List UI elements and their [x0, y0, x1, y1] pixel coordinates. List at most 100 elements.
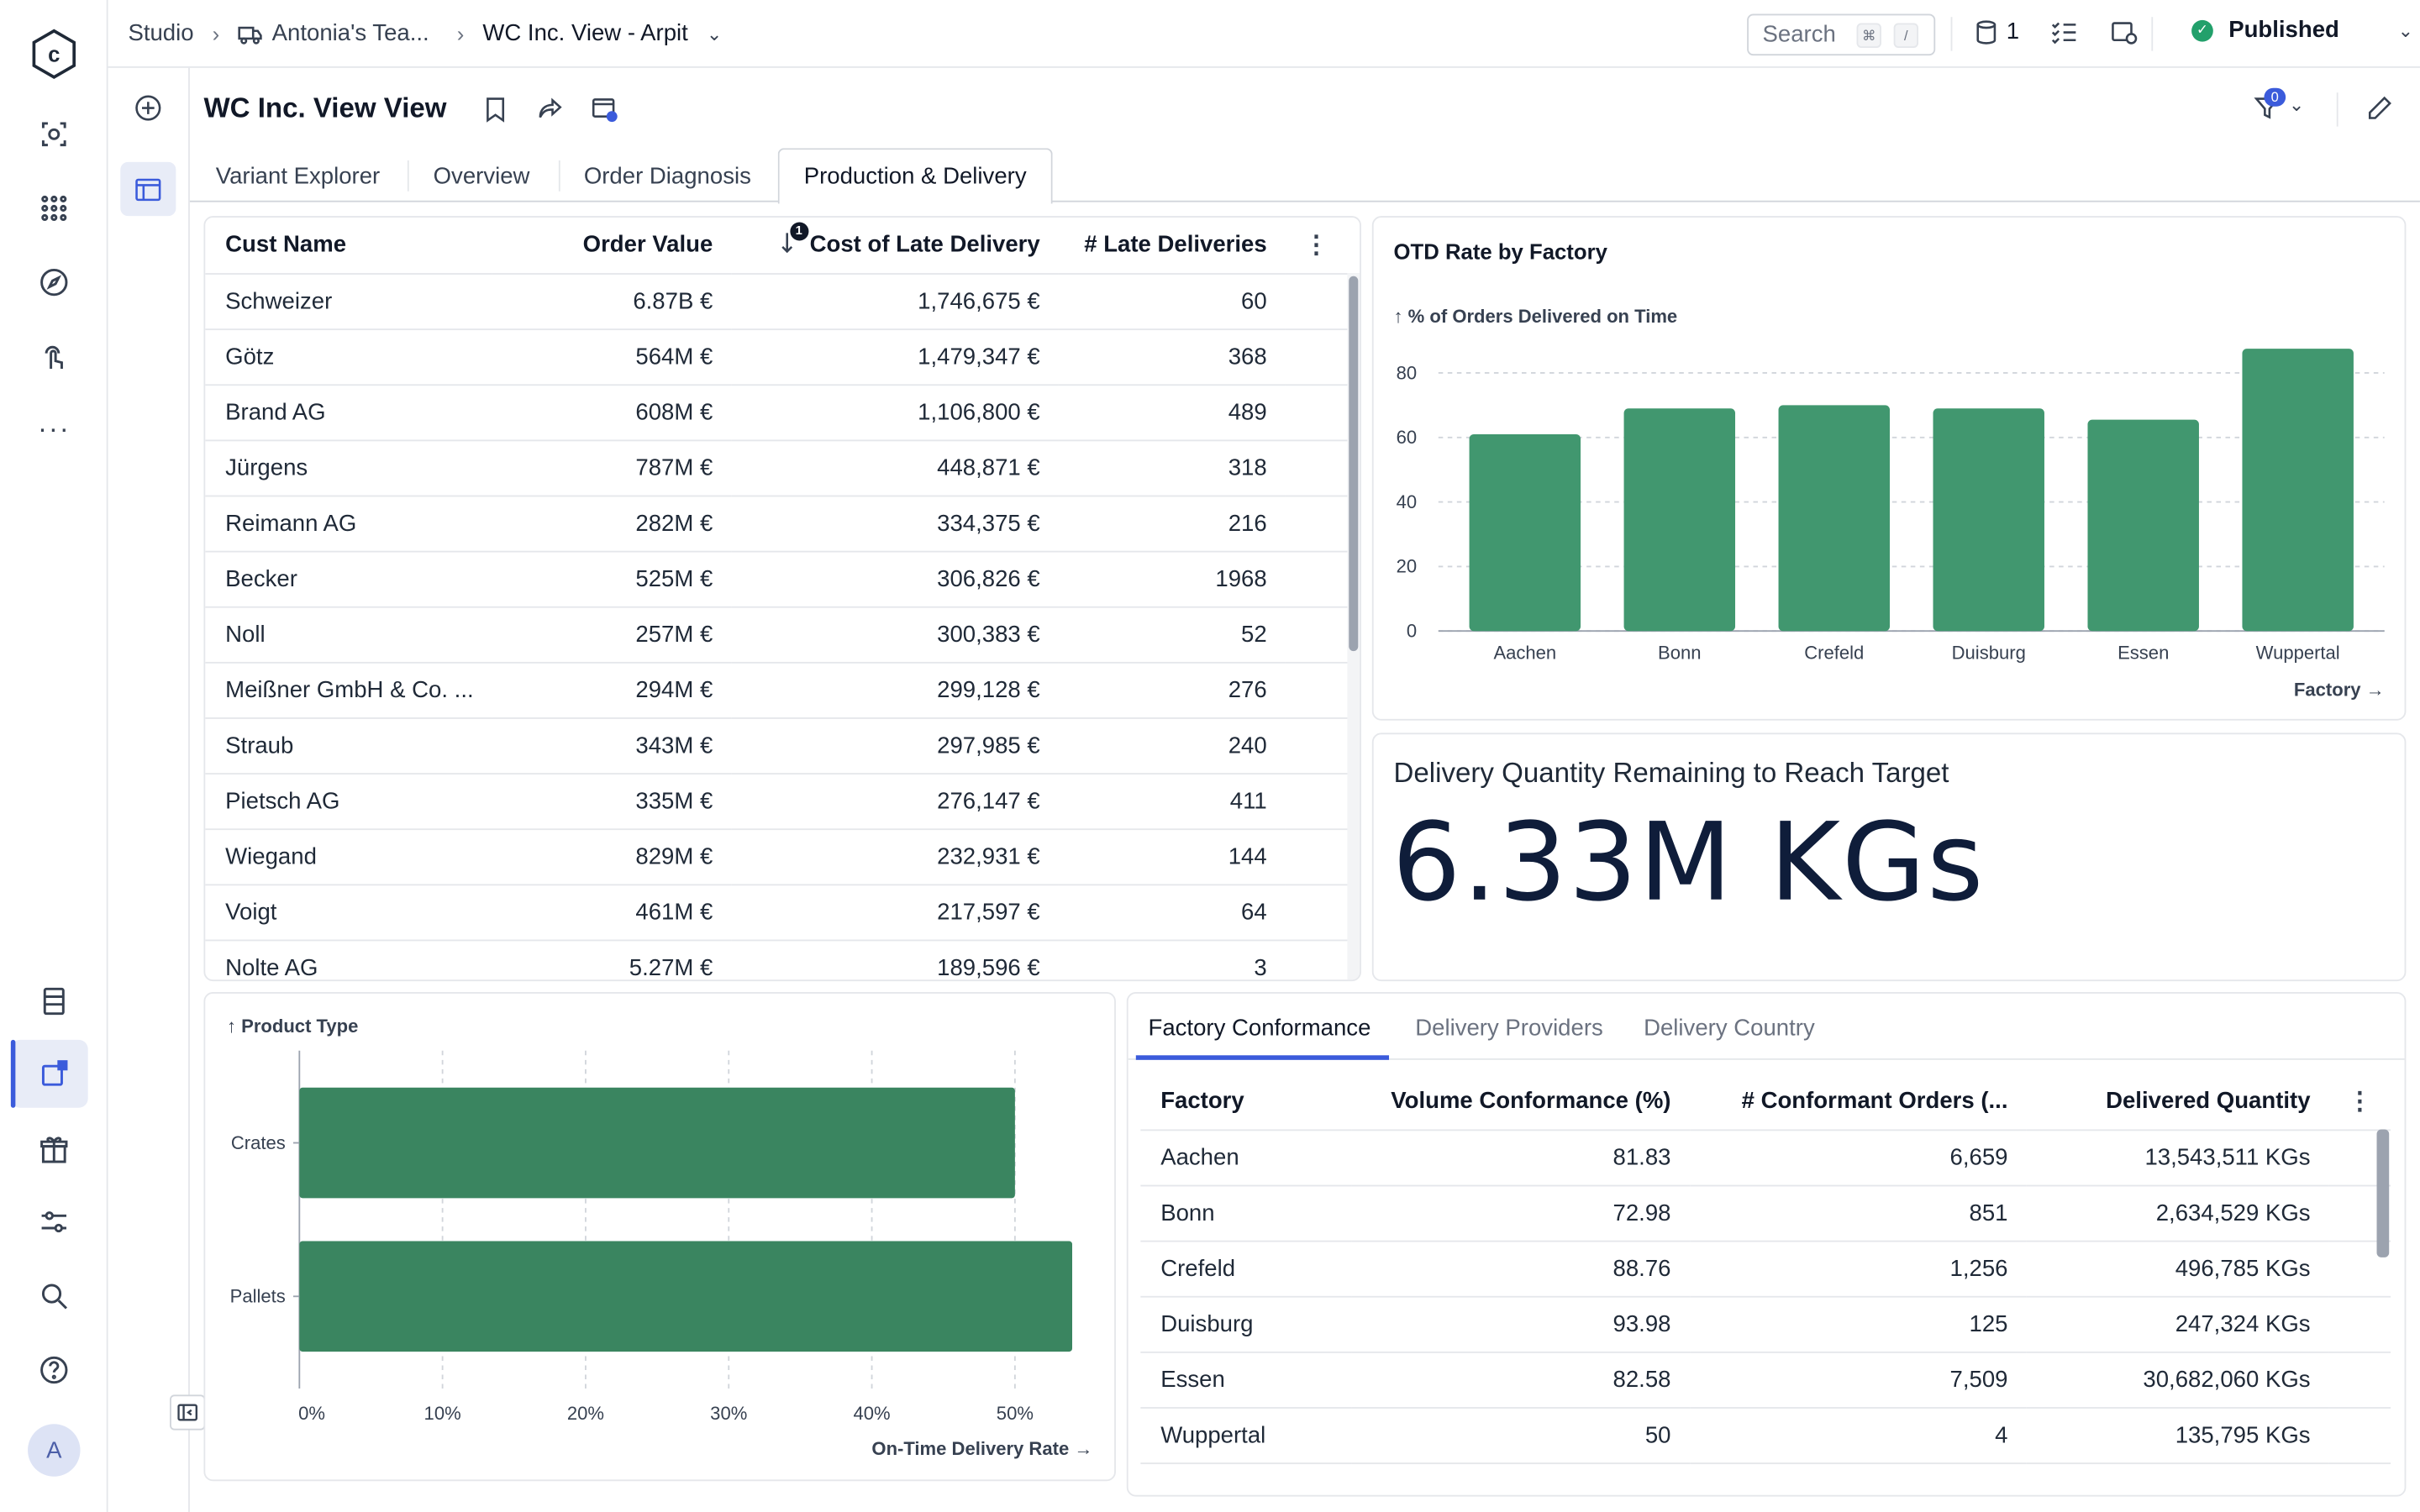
- kebab-menu-icon[interactable]: ⋮: [2347, 1089, 2373, 1116]
- col-volume-conformance[interactable]: Volume Conformance (%): [1391, 1088, 1671, 1115]
- table-cell: 82.58: [1612, 1366, 1671, 1393]
- table-row[interactable]: Jürgens 787M € 448,871 € 318: [205, 439, 1360, 496]
- status-label: Published: [2228, 17, 2339, 44]
- table-row[interactable]: Wuppertal 50 4 135,795 KGs: [1140, 1407, 2391, 1463]
- table-row[interactable]: Duisburg 93.98 125 247,324 KGs: [1140, 1296, 2391, 1352]
- table-row[interactable]: Noll 257M € 300,383 € 52: [205, 606, 1360, 662]
- table-scrollbar-thumb[interactable]: [1349, 276, 1359, 652]
- table-cell: 276,147 €: [937, 787, 1040, 814]
- col-factory[interactable]: Factory: [1160, 1088, 1244, 1115]
- breadcrumb-team[interactable]: Antonia's Tea...: [271, 19, 429, 47]
- subtab-delivery-providers[interactable]: Delivery Providers: [1415, 1015, 1603, 1042]
- apps-grid-icon[interactable]: [29, 184, 79, 234]
- data-table-icon[interactable]: [29, 977, 79, 1026]
- table-row[interactable]: Becker 525M € 306,826 € 1968: [205, 551, 1360, 606]
- package-settings-icon[interactable]: [2110, 18, 2138, 54]
- divider: [558, 160, 560, 192]
- search-placeholder: Search: [1762, 21, 1836, 48]
- table-row[interactable]: Schweizer 6.87B € 1,746,675 € 60: [205, 273, 1360, 329]
- process-mining-icon[interactable]: [29, 109, 79, 159]
- gift-icon[interactable]: [29, 1125, 79, 1174]
- compass-icon[interactable]: [29, 258, 79, 307]
- table-cell: 787M €: [635, 454, 713, 481]
- conformance-table: Factory Volume Conformance (%) # Conform…: [1140, 1074, 2391, 1463]
- divider: [407, 160, 409, 192]
- table-cell: Brand AG: [225, 398, 326, 426]
- table-row[interactable]: Götz 564M € 1,479,347 € 368: [205, 328, 1360, 385]
- table-row[interactable]: Meißner GmbH & Co. ... 294M € 299,128 € 276: [205, 662, 1360, 718]
- col-cost-late-label: Cost of Late Delivery: [809, 231, 1040, 258]
- table-row[interactable]: Bonn 72.98 851 2,634,529 KGs: [1140, 1185, 2391, 1241]
- table-row[interactable]: Pietsch AG 335M € 276,147 € 411: [205, 773, 1360, 829]
- table-row[interactable]: Straub 343M € 297,985 € 240: [205, 717, 1360, 774]
- share-icon[interactable]: [535, 96, 563, 131]
- table-scrollbar-thumb[interactable]: [2376, 1129, 2390, 1257]
- add-icon[interactable]: [134, 94, 162, 129]
- late-deliveries-table-card: Cust Name Order Value 1 Cost of Late Del…: [203, 216, 1361, 982]
- table-cell: 50: [1644, 1421, 1671, 1448]
- breadcrumb-studio[interactable]: Studio: [128, 19, 194, 47]
- secondary-rail: [108, 67, 206, 1512]
- col-late-deliveries[interactable]: # Late Deliveries: [1084, 231, 1267, 259]
- celonis-logo-icon[interactable]: c: [28, 28, 80, 80]
- col-order-value[interactable]: Order Value: [582, 231, 713, 259]
- view-settings-icon[interactable]: [591, 96, 618, 131]
- late-deliveries-table: Cust Name Order Value 1 Cost of Late Del…: [205, 218, 1360, 979]
- table-cell: 1,746,675 €: [918, 287, 1040, 314]
- sort-descending-icon[interactable]: 1: [779, 222, 808, 259]
- publish-status-button[interactable]: ✓ Published ⌄: [2191, 17, 2413, 43]
- chevron-down-icon[interactable]: ⌄: [706, 22, 723, 45]
- table-row[interactable]: Nolte AG 5.27M € 189,596 € 3: [205, 940, 1360, 979]
- chevron-down-icon: ⌄: [2288, 94, 2305, 116]
- table-cell: Götz: [225, 343, 275, 370]
- filter-button[interactable]: 0 ⌄: [2254, 87, 2304, 129]
- table-row[interactable]: Voigt 461M € 217,597 € 64: [205, 884, 1360, 940]
- bookmark-icon[interactable]: [483, 96, 508, 131]
- sliders-icon[interactable]: [29, 1197, 79, 1247]
- table-cell: Wiegand: [225, 843, 317, 869]
- view-layout-button[interactable]: [120, 161, 176, 217]
- table-menu-cell: ⋮: [2329, 1074, 2391, 1129]
- table-cell: 232,931 €: [937, 843, 1040, 869]
- table-cell: Reimann AG: [225, 510, 357, 537]
- kebab-menu-icon[interactable]: ⋮: [1303, 232, 1329, 260]
- breadcrumb-view[interactable]: WC Inc. View - Arpit: [482, 19, 688, 47]
- conformance-card: Factory Conformance Delivery Providers D…: [1126, 991, 2407, 1497]
- col-delivered-quantity[interactable]: Delivered Quantity: [2106, 1088, 2311, 1115]
- views-nav-active[interactable]: [10, 1039, 88, 1108]
- col-conformant-orders[interactable]: # Conformant Orders (...: [1741, 1088, 2008, 1115]
- edit-icon[interactable]: [2366, 94, 2394, 129]
- help-icon[interactable]: [29, 1346, 79, 1395]
- bar-crefeld: [1778, 405, 1890, 632]
- tab-overview[interactable]: Overview: [433, 162, 530, 189]
- col-cust-name[interactable]: Cust Name: [225, 231, 347, 259]
- tab-order-diagnosis[interactable]: Order Diagnosis: [583, 162, 751, 189]
- data-model-button[interactable]: 1: [1975, 18, 2019, 45]
- checklist-icon[interactable]: [2049, 18, 2077, 54]
- table-row[interactable]: Crefeld 88.76 1,256 496,785 KGs: [1140, 1241, 2391, 1296]
- views-icon[interactable]: [29, 1049, 79, 1099]
- search-icon[interactable]: [29, 1271, 79, 1320]
- bar-aachen: [1469, 433, 1581, 632]
- collapse-panel-button[interactable]: [170, 1394, 206, 1431]
- divider: [1950, 17, 1953, 51]
- table-row[interactable]: Essen 82.58 7,509 30,682,060 KGs: [1140, 1352, 2391, 1408]
- tab-variant-explorer[interactable]: Variant Explorer: [215, 162, 381, 189]
- table-row[interactable]: Reimann AG 282M € 334,375 € 216: [205, 496, 1360, 551]
- col-cost-late[interactable]: 1 Cost of Late Delivery: [731, 218, 1058, 273]
- more-icon[interactable]: ···: [37, 412, 71, 444]
- svg-text:c: c: [48, 43, 60, 66]
- tab-production-delivery[interactable]: Production & Delivery: [803, 162, 1027, 189]
- x-tick-label: 50%: [997, 1403, 1034, 1424]
- chart-title: OTD Rate by Factory: [1393, 239, 1607, 265]
- subtab-delivery-country[interactable]: Delivery Country: [1644, 1015, 1815, 1042]
- bar-wuppertal: [2242, 349, 2354, 632]
- table-row[interactable]: Aachen 81.83 6,659 13,543,511 KGs: [1140, 1129, 2391, 1185]
- table-row[interactable]: Wiegand 829M € 232,931 € 144: [205, 828, 1360, 885]
- touch-icon[interactable]: [29, 332, 79, 381]
- table-cell: 144: [1228, 843, 1267, 869]
- subtab-factory-conformance[interactable]: Factory Conformance: [1148, 1015, 1371, 1042]
- table-row[interactable]: Brand AG 608M € 1,106,800 € 489: [205, 384, 1360, 440]
- avatar[interactable]: A: [28, 1424, 81, 1477]
- search-box[interactable]: Search ⌘ /: [1747, 13, 1936, 56]
